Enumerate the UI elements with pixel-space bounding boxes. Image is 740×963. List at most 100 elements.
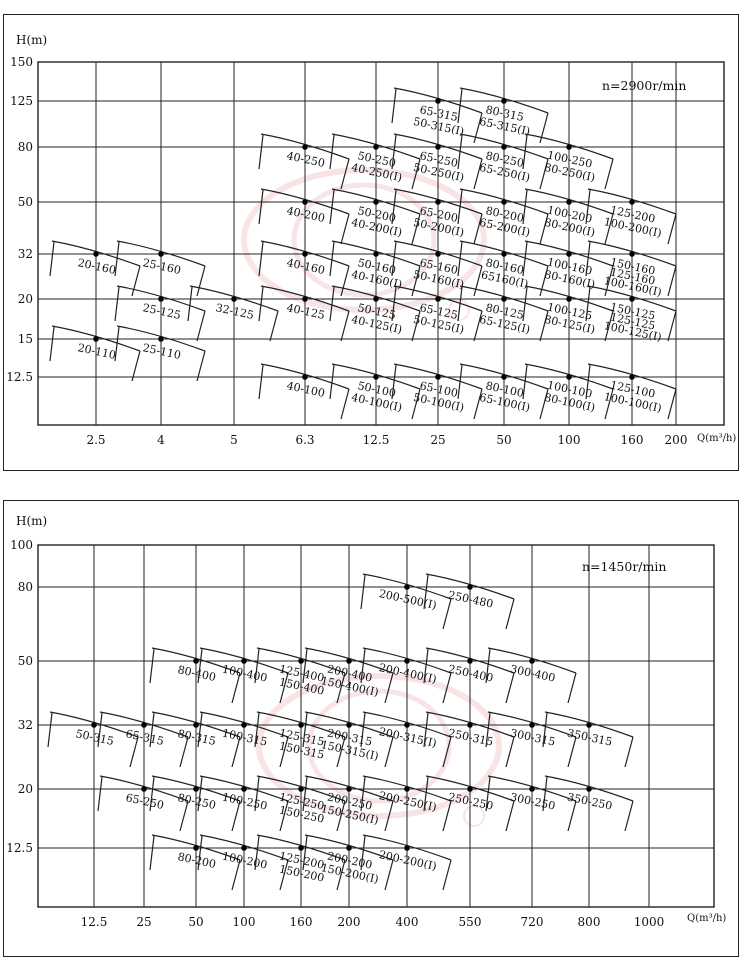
operating-point-dot: [629, 199, 635, 205]
head-curve: [524, 363, 614, 390]
y-tick-label: 50: [18, 195, 33, 209]
operating-point-dot: [501, 199, 507, 205]
limit-line: [473, 112, 483, 144]
y-axis-title: H(m): [16, 514, 47, 528]
limit-line: [329, 241, 335, 277]
limit-line: [231, 672, 241, 704]
limit-line: [254, 712, 260, 748]
head-curve: [99, 711, 189, 738]
head-curve: [51, 240, 141, 267]
limit-line: [279, 672, 289, 704]
limit-line: [114, 241, 120, 277]
plot-frame: [37, 61, 725, 426]
head-curve: [256, 775, 346, 802]
limit-line: [149, 835, 155, 871]
head-curve: [587, 363, 677, 390]
y-axis-title: H(m): [16, 33, 47, 47]
plot-frame: [37, 544, 715, 908]
head-curve: [393, 240, 483, 267]
head-curve: [393, 363, 483, 390]
y-tick-label: 20: [18, 782, 33, 796]
limit-line: [442, 672, 452, 704]
limit-line: [49, 326, 55, 362]
head-curve: [199, 711, 289, 738]
pump-model-point: 20-110: [49, 325, 141, 382]
limit-line: [391, 189, 397, 225]
y-tick-label: 100: [10, 538, 33, 552]
head-curve: [151, 834, 241, 861]
limit-line: [624, 800, 634, 832]
limit-line: [279, 736, 289, 768]
limit-line: [522, 241, 528, 277]
head-curve: [116, 240, 206, 267]
limit-line: [258, 189, 264, 225]
limit-line: [542, 776, 548, 812]
limit-line: [197, 776, 203, 812]
x-tick-label: 100: [233, 915, 256, 929]
limit-line: [336, 736, 346, 768]
limit-line: [391, 286, 397, 322]
limit-line: [411, 213, 421, 245]
limit-line: [457, 134, 463, 170]
limit-line: [522, 364, 528, 400]
limit-line: [329, 364, 335, 400]
head-curve: [459, 240, 549, 267]
limit-line: [411, 310, 421, 342]
pump-model-label: 100-250: [221, 790, 268, 812]
head-curve: [425, 647, 515, 674]
head-curve: [393, 285, 483, 312]
operating-point-dot: [158, 336, 164, 342]
limit-line: [384, 800, 394, 832]
operating-point-dot: [346, 722, 352, 728]
limit-line: [585, 241, 591, 277]
limit-line: [360, 712, 366, 748]
operating-point-dot: [586, 722, 592, 728]
chart-2900rpm-svg: 150 125 80 50 32 20 15 12.5 2.5 4 5 6.3 12.5 25 50 100 1…: [6, 33, 736, 447]
limit-line: [539, 265, 549, 297]
head-curve: [587, 188, 677, 215]
speed-annotation: n=1450r/min: [582, 559, 666, 574]
head-curve: [256, 834, 346, 861]
head-curve: [524, 240, 614, 267]
limit-line: [604, 158, 614, 190]
head-curve: [487, 775, 577, 802]
pump-model-label: 250-480: [447, 588, 494, 610]
pump-model-label: 80-250: [176, 791, 217, 812]
operating-point-dot: [586, 786, 592, 792]
operating-point-dot: [231, 296, 237, 302]
limit-line: [302, 712, 308, 748]
pump-model-label: 350-250: [566, 790, 613, 812]
operating-point-dot: [467, 786, 473, 792]
operating-point-dot: [629, 296, 635, 302]
operating-point-dot: [435, 374, 441, 380]
operating-point-dot: [302, 374, 308, 380]
limit-line: [329, 286, 335, 322]
head-curve: [331, 133, 421, 160]
operating-point-dot: [373, 296, 379, 302]
limit-line: [473, 265, 483, 297]
pump-model-label: 32-125: [214, 301, 255, 322]
y-tick-label: 32: [18, 718, 33, 732]
limit-line: [360, 574, 366, 610]
operating-point-dot: [529, 658, 535, 664]
y-tick-label: 20: [18, 292, 33, 306]
x-tick-label: 6.3: [295, 433, 314, 447]
head-curve: [587, 285, 677, 312]
operating-point-dot: [467, 658, 473, 664]
limit-line: [302, 648, 308, 684]
operating-point-dot: [141, 786, 147, 792]
operating-point-dot: [302, 296, 308, 302]
pump-model-point: 32-125: [187, 285, 279, 342]
limit-line: [329, 134, 335, 170]
operating-point-dot: [501, 251, 507, 257]
limit-line: [254, 776, 260, 812]
limit-line: [423, 574, 429, 610]
limit-line: [391, 364, 397, 400]
operating-point-dot: [435, 251, 441, 257]
limit-line: [231, 859, 241, 891]
pump-model-label: 300-250: [509, 790, 556, 812]
